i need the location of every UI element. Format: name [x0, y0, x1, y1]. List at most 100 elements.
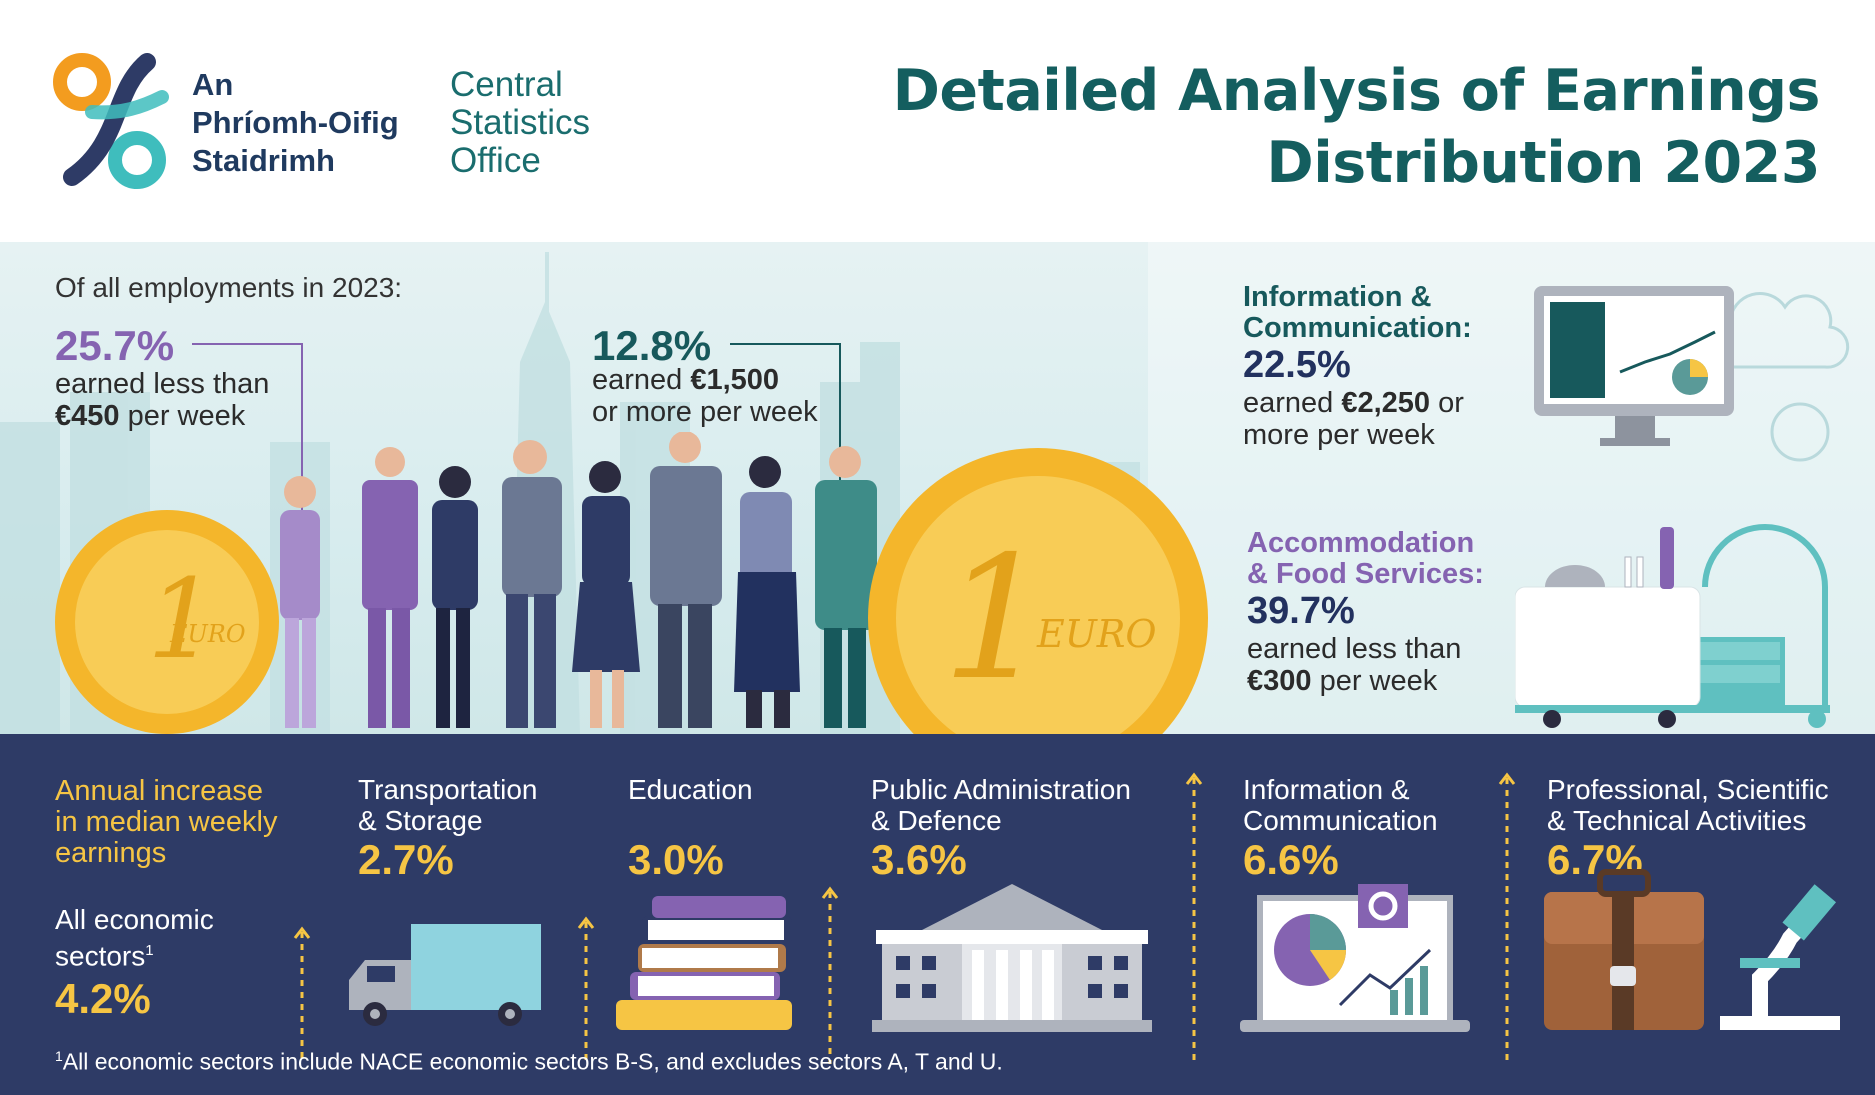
euro-coin-icon: 1 EURO: [868, 448, 1208, 734]
truck-icon: [349, 924, 541, 1026]
callout-line: [192, 343, 303, 537]
up-arrow-icon: [293, 926, 311, 1064]
stat-line: more per week: [1243, 419, 1435, 451]
logo-irish-line: Staidrimh: [192, 143, 335, 178]
cso-logo-icon: [53, 53, 169, 189]
government-building-icon: [872, 884, 1152, 1032]
coin-number: 1: [942, 520, 1050, 718]
sector-label: Education: [628, 774, 753, 805]
stat-line: earned less than: [1247, 633, 1462, 665]
sector-pct: 6.6%: [1243, 836, 1339, 883]
accom-food-pct: 39.7%: [1247, 590, 1355, 632]
euro-coin-small: 1 EURO: [52, 507, 282, 734]
sector-label: & Defence: [871, 805, 1002, 836]
footnote: 1All economic sectors include NACE econo…: [55, 1048, 1003, 1076]
heading-line: earnings: [55, 837, 167, 869]
logo-english-line: Office: [450, 141, 541, 180]
heading-line: Annual increase: [55, 775, 263, 807]
logo-english-line: Statistics: [450, 103, 591, 142]
sector-item: Transportation & Storage 2.7%: [358, 774, 538, 884]
up-arrow-icon: [821, 886, 839, 1064]
up-arrow-icon: [1498, 772, 1516, 1064]
stat-less-than-450-pct: 25.7%: [55, 322, 175, 369]
heading-line: in median weekly: [55, 806, 278, 838]
sector-item: Public Administration & Defence 3.6%: [871, 774, 1131, 884]
sector-label: & Technical Activities: [1547, 805, 1807, 836]
page-title: Detailed Analysis of Earnings Distributi…: [892, 55, 1821, 199]
sector-name-line: Information &: [1243, 281, 1432, 313]
sector-item: Information & Communication 6.6%: [1243, 774, 1438, 884]
books-icon: [616, 896, 792, 1030]
accom-food-stat-block: Accommodation & Food Services: 39.7% ear…: [1247, 527, 1484, 698]
up-arrow-icon: [1185, 772, 1203, 1064]
all-sectors-block: All economic sectors1 4.2%: [55, 904, 214, 1023]
info-comm-stat-block: Information & Communication: 22.5% earne…: [1243, 281, 1472, 452]
coin-number: 1: [147, 555, 217, 683]
sector-pct: 6.7%: [1547, 836, 1643, 883]
amount: €450: [55, 400, 120, 432]
sector-label: Transportation: [358, 774, 538, 805]
stat-1500-or-more-text: earned €1,500 or more per week: [592, 364, 818, 428]
logo-irish-line: Phríomh-Oifig: [192, 105, 399, 140]
sector-item: Professional, Scientific & Technical Act…: [1547, 774, 1829, 884]
people-group-illustration: [280, 432, 877, 728]
stat-line: earned €1,500: [592, 364, 818, 396]
sector-label: Information &: [1243, 774, 1410, 805]
sector-pct: 3.6%: [871, 836, 967, 883]
sector-label: Communication: [1243, 805, 1438, 836]
laptop-chart-icon: [1240, 884, 1470, 1032]
stat-line: earned €2,250 or: [1243, 387, 1472, 419]
sector-label: & Storage: [358, 805, 483, 836]
title-line: Detailed Analysis of Earnings: [892, 58, 1821, 124]
sector-name-line: Communication:: [1243, 312, 1472, 344]
label-text: sectors: [55, 940, 146, 972]
sector-label: Professional, Scientific: [1547, 774, 1829, 805]
overview-heading: Of all employments in 2023:: [55, 272, 403, 303]
all-sectors-pct: 4.2%: [55, 975, 151, 1023]
monitor-chart-icon: [1534, 286, 1850, 462]
sector-name-line: Accommodation: [1247, 527, 1475, 559]
euro-coin-large: 1 EURO: [862, 442, 1214, 734]
briefcase-microscope-icon: [1544, 869, 1840, 1030]
footnote-text: All economic sectors include NACE econom…: [62, 1048, 1003, 1075]
stat-rest: per week: [1311, 665, 1438, 697]
all-sectors-label: All economic: [55, 904, 214, 935]
stat-line: €300 per week: [1247, 665, 1484, 697]
up-arrow-icon: [577, 916, 595, 1064]
annual-heading: Annual increase in median weekly earning…: [55, 776, 277, 869]
coin-word: EURO: [1036, 612, 1157, 656]
logo-irish-line: An: [192, 67, 234, 102]
footnote-marker: 1: [145, 942, 154, 959]
stat-1500-or-more-pct: 12.8%: [592, 322, 712, 369]
footnote-marker: 1: [55, 1048, 63, 1064]
coin-word: EURO: [169, 620, 246, 648]
header: An Phríomh-Oifig Staidrimh Central Stati…: [0, 0, 1875, 242]
logo-english-line: Central: [450, 65, 563, 104]
amount: €300: [1247, 665, 1312, 697]
overview-section: Of all employments in 2023: 25.7% earned…: [0, 242, 1875, 734]
stat-pre: earned: [1243, 387, 1342, 419]
sector-pct: 3.0%: [628, 836, 724, 883]
logo-irish-text: An Phríomh-Oifig Staidrimh: [192, 66, 399, 180]
all-sectors-label: sectors1: [55, 935, 214, 971]
title-line: Distribution 2023: [1266, 130, 1820, 196]
hotel-trolley-icon: [1515, 524, 1830, 728]
stat-less-than-450-text: earned less than €450 per week: [55, 368, 269, 432]
annual-increase-section: Annual increase in median weekly earning…: [0, 734, 1875, 1095]
stat-line: or more per week: [592, 396, 818, 428]
sector-label: [628, 805, 753, 836]
sector-label: Public Administration: [871, 774, 1131, 805]
amount: €2,250: [1341, 387, 1431, 419]
euro-coin-icon: 1 EURO: [55, 510, 279, 734]
stat-rest: per week: [119, 400, 246, 432]
sector-pct: 2.7%: [358, 836, 454, 883]
stat-pre: earned: [592, 364, 691, 396]
sector-item: Education 3.0%: [628, 774, 753, 884]
stat-line: earned less than: [55, 368, 270, 400]
stat-line: €450 per week: [55, 400, 269, 432]
info-comm-pct: 22.5%: [1243, 344, 1351, 386]
sector-name-line: & Food Services:: [1247, 558, 1484, 590]
logo-english-text: Central Statistics Office: [450, 66, 590, 180]
stat-post: or: [1430, 387, 1464, 419]
amount: €1,500: [690, 364, 780, 396]
